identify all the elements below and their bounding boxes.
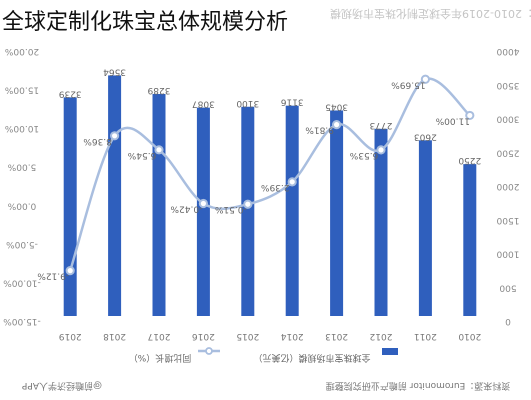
legend-marker-line — [205, 347, 213, 355]
growth-line — [69, 77, 471, 272]
legend-label-bar: 全球珠宝市场规模（亿美元） — [253, 352, 370, 364]
right-axis-tick: 3000 — [496, 114, 519, 124]
growth-value-label: 11.00% — [435, 115, 470, 125]
growth-point — [243, 199, 253, 209]
left-axis-tick: -15.00% — [3, 316, 41, 326]
bar-value-label: 3239 — [58, 88, 81, 98]
right-axis-tick: 2000 — [496, 181, 519, 191]
growth-point — [420, 74, 430, 84]
bar-value-label: 3087 — [192, 99, 215, 109]
right-axis-tick: 3500 — [496, 80, 519, 90]
category-label: 2010 — [458, 331, 481, 341]
bar-value-label: 3045 — [325, 101, 348, 111]
page-title: 全球定制化珠宝总体规模分析 — [2, 10, 289, 35]
bar — [196, 107, 210, 316]
bar-value-label: 3289 — [147, 85, 170, 95]
bar-value-label: 3100 — [236, 98, 259, 108]
growth-value-label: 6.53% — [349, 150, 378, 160]
bar — [152, 93, 166, 317]
bar — [330, 110, 344, 317]
left-axis-tick: 15.00% — [4, 85, 39, 95]
right-axis-tick: 4000 — [496, 46, 519, 56]
brand-text: @前瞻经济学人APP — [21, 380, 102, 392]
legend-swatch-bar — [382, 348, 398, 355]
source-text: 资料来源：Euromonitor 前瞻产业研究院整理 — [326, 380, 510, 392]
bar-value-label: 2250 — [458, 155, 481, 165]
category-label: 2013 — [325, 331, 348, 341]
bar-value-label: 2773 — [370, 120, 393, 130]
bar-value-label: 3116 — [280, 97, 303, 107]
growth-point — [332, 120, 342, 130]
category-label: 2015 — [236, 331, 259, 341]
category-label: 2012 — [370, 331, 393, 341]
bar — [374, 128, 388, 316]
growth-value-label: 15.69% — [391, 79, 426, 89]
category-label: 2011 — [414, 331, 437, 341]
growth-value-label: -0.51% — [214, 204, 246, 214]
category-label: 2019 — [58, 331, 81, 341]
growth-point — [465, 110, 475, 121]
chart-heading: 图表1：2010-2019年全球定制化珠宝市场规模 — [330, 7, 531, 20]
bar — [463, 164, 477, 316]
right-axis-tick: 1500 — [496, 215, 519, 225]
left-axis-tick: 10.00% — [4, 123, 39, 133]
growth-value-label: 8.36% — [83, 136, 112, 146]
growth-value-label: -0.42% — [170, 204, 202, 214]
bar — [108, 75, 122, 317]
bar-value-label: 2603 — [414, 131, 437, 141]
header-band: 图表1：2010-2019年全球定制化珠宝市场规模 全球定制化珠宝总体规模分析 — [0, 0, 531, 36]
growth-value-label: -9.12% — [37, 271, 69, 281]
left-axis-tick: -10.00% — [3, 277, 41, 287]
category-label: 2018 — [103, 331, 126, 341]
category-label: 2017 — [148, 331, 171, 341]
growth-value-label: 9.81% — [305, 125, 334, 135]
growth-point — [376, 145, 386, 155]
left-axis-tick: 0.00% — [7, 200, 36, 210]
left-axis-tick: 20.00% — [4, 46, 39, 56]
bar-value-label: 3564 — [103, 66, 126, 76]
bar — [63, 97, 77, 317]
growth-point — [65, 266, 75, 276]
growth-value-label: 2.39% — [260, 182, 289, 192]
right-axis-tick: 2500 — [496, 147, 519, 157]
right-axis-tick: 0 — [505, 316, 511, 326]
right-axis-tick: 1000 — [496, 249, 519, 259]
category-label: 2016 — [192, 331, 215, 341]
bar — [418, 140, 432, 316]
growth-point — [110, 131, 120, 141]
legend-label-line: 同比增长（%） — [129, 352, 192, 364]
growth-value-label: 6.54% — [127, 150, 156, 160]
growth-point — [287, 177, 297, 187]
growth-point — [198, 198, 208, 209]
growth-point — [154, 145, 164, 155]
left-axis-tick: -5.00% — [6, 239, 38, 249]
category-label: 2014 — [280, 331, 303, 341]
bar — [285, 105, 299, 316]
bar — [241, 106, 255, 316]
right-axis-tick: 500 — [499, 282, 516, 292]
left-axis-tick: 5.00% — [7, 162, 36, 172]
